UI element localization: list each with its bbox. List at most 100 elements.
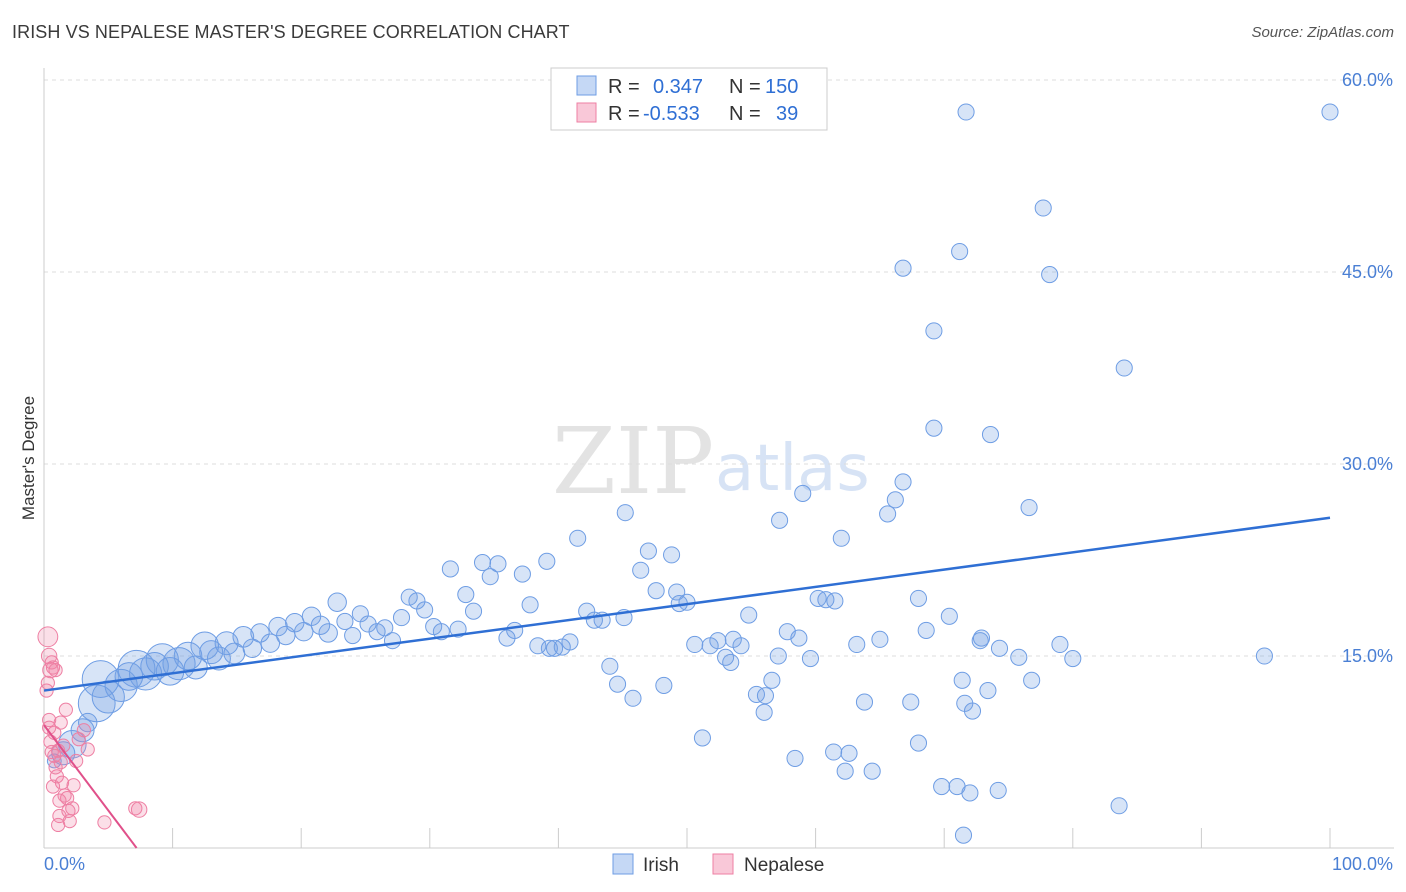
irish-point xyxy=(790,629,808,647)
irish-point xyxy=(318,623,338,643)
irish-point xyxy=(732,637,750,655)
x-tick-label: 100.0% xyxy=(1332,854,1393,874)
y-tick-label: 30.0% xyxy=(1342,454,1393,474)
irish-point xyxy=(863,762,881,780)
page-title: IRISH VS NEPALESE MASTER'S DEGREE CORREL… xyxy=(12,22,570,42)
irish-point xyxy=(840,744,858,762)
y-tick-labels: 15.0% 30.0% 45.0% 60.0% xyxy=(1342,70,1393,666)
x-tick-label: 0.0% xyxy=(44,854,85,874)
bottom-legend-irish-label: Irish xyxy=(643,855,679,876)
irish-point xyxy=(368,623,386,641)
irish-point xyxy=(925,322,943,340)
irish-point xyxy=(925,419,943,437)
irish-point xyxy=(972,629,991,647)
irish-point xyxy=(1041,266,1059,284)
irish-point xyxy=(836,762,854,780)
irish-point xyxy=(481,568,499,586)
irish-point xyxy=(294,621,314,642)
irish-point xyxy=(473,554,492,572)
irish-point xyxy=(722,653,740,671)
irish-trendline xyxy=(43,516,1331,692)
bottom-legend-nepalese-swatch xyxy=(712,853,734,875)
irish-point xyxy=(871,630,889,648)
nepalese-point xyxy=(52,793,67,808)
irish-point xyxy=(513,565,531,583)
nepalese-point xyxy=(48,662,63,678)
irish-point xyxy=(709,632,727,650)
irish-point xyxy=(756,687,774,705)
irish-point xyxy=(786,749,804,767)
grid-lines xyxy=(44,79,1394,657)
irish-point xyxy=(1023,671,1041,689)
irish-point xyxy=(668,583,686,601)
nepalese-point xyxy=(45,779,61,794)
legend-irish-n-label: N = xyxy=(729,76,761,98)
irish-point xyxy=(909,734,928,752)
bottom-legend: Irish Nepalese xyxy=(612,853,824,876)
nepalese-point xyxy=(80,742,95,757)
irish-point xyxy=(383,632,402,650)
irish-point xyxy=(957,103,975,121)
irish-point xyxy=(963,702,982,720)
nepalese-point xyxy=(42,712,57,728)
irish-point xyxy=(990,639,1009,657)
irish-point xyxy=(1255,647,1273,665)
legend-nepalese-n-label: N = xyxy=(729,103,761,125)
irish-point xyxy=(104,668,138,703)
irish-point xyxy=(771,511,789,529)
irish-point xyxy=(173,641,203,671)
irish-point xyxy=(416,601,434,619)
irish-point xyxy=(521,596,539,614)
irish-point xyxy=(601,657,619,675)
irish-point xyxy=(392,609,411,627)
nepalese-trendline xyxy=(43,724,138,849)
irish-point xyxy=(336,612,354,630)
legend: R = 0.347 N = 150 R = -0.533 N = 39 xyxy=(550,67,828,131)
irish-point xyxy=(260,633,281,653)
x-tick-marks xyxy=(43,828,1331,848)
irish-point xyxy=(609,675,627,693)
irish-point xyxy=(489,555,507,573)
watermark-zip: ZIP xyxy=(552,408,714,515)
irish-point xyxy=(199,640,224,665)
legend-irish-r-label: R = xyxy=(608,76,640,98)
irish-point xyxy=(81,660,120,698)
irish-point xyxy=(825,743,843,761)
nepalese-point xyxy=(130,801,148,818)
irish-point xyxy=(376,619,394,637)
source-credit: Source: ZipAtlas.com xyxy=(1251,24,1394,41)
legend-irish-r-value: 0.347 xyxy=(653,76,703,98)
irish-point xyxy=(1034,199,1052,217)
irish-point xyxy=(855,693,874,711)
nepalese-point xyxy=(45,660,61,675)
legend-nepalese-r-label: R = xyxy=(608,103,640,125)
irish-point xyxy=(344,626,362,645)
irish-point xyxy=(940,607,958,625)
irish-point xyxy=(951,242,969,261)
legend-nepalese-r-value: -0.533 xyxy=(643,103,700,125)
irish-point xyxy=(639,542,657,560)
irish-point xyxy=(569,529,587,547)
irish-point xyxy=(693,729,711,747)
irish-point xyxy=(655,676,673,694)
nepalese-point xyxy=(76,723,91,738)
irish-point xyxy=(801,650,820,668)
irish-point xyxy=(909,589,928,607)
irish-point xyxy=(848,635,866,654)
nepalese-point xyxy=(57,788,72,803)
irish-point xyxy=(817,591,835,609)
legend-irish-swatch xyxy=(576,75,597,96)
irish-point xyxy=(250,623,270,643)
nepalese-point xyxy=(65,801,80,816)
irish-point xyxy=(886,491,904,509)
irish-point xyxy=(457,586,475,604)
nepalese-point xyxy=(66,778,81,793)
irish-point xyxy=(717,648,735,666)
irish-point xyxy=(826,592,844,610)
irish-point xyxy=(794,484,812,502)
irish-point xyxy=(1020,498,1038,517)
irish-point xyxy=(961,784,979,802)
irish-point xyxy=(663,546,681,564)
irish-point xyxy=(954,826,973,844)
